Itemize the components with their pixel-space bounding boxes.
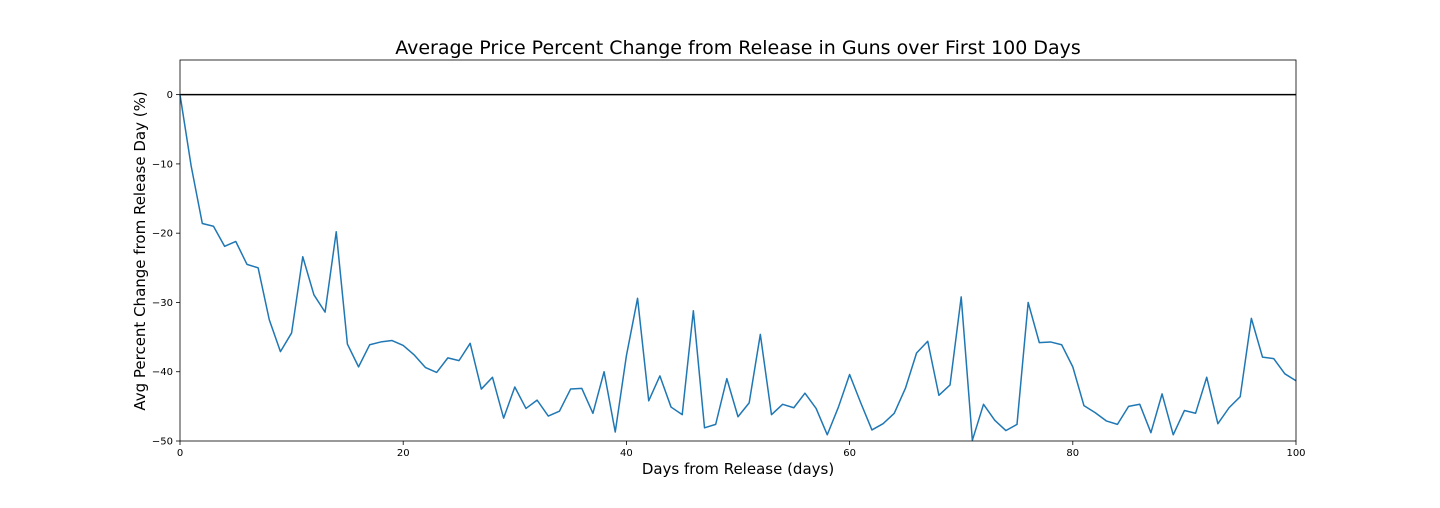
x-tick-label: 80: [1066, 448, 1079, 459]
chart-title: Average Price Percent Change from Releas…: [395, 37, 1081, 59]
x-tick-label: 20: [397, 448, 410, 459]
y-tick-label: −50: [152, 437, 173, 448]
x-axis-label: Days from Release (days): [642, 460, 834, 478]
y-axis-label: Avg Percent Change from Release Day (%): [131, 91, 149, 410]
y-tick-label: 0: [167, 90, 173, 101]
x-tick-label: 100: [1286, 448, 1305, 459]
x-tick-label: 0: [177, 448, 183, 459]
axes: 0 20 40 60 80 100 0 −10 −20 −30 −40 −50: [152, 59, 1306, 459]
axes-frame: [179, 59, 1297, 442]
x-tick-label: 60: [843, 448, 856, 459]
y-tick-label: −10: [152, 159, 173, 170]
y-tick-label: −40: [152, 367, 173, 378]
x-tick-label: 40: [620, 448, 633, 459]
plot-area: [179, 93, 1297, 442]
series-line-0: [179, 94, 1297, 442]
y-tick-label: −30: [152, 298, 173, 309]
y-tick-label: −20: [152, 229, 173, 240]
